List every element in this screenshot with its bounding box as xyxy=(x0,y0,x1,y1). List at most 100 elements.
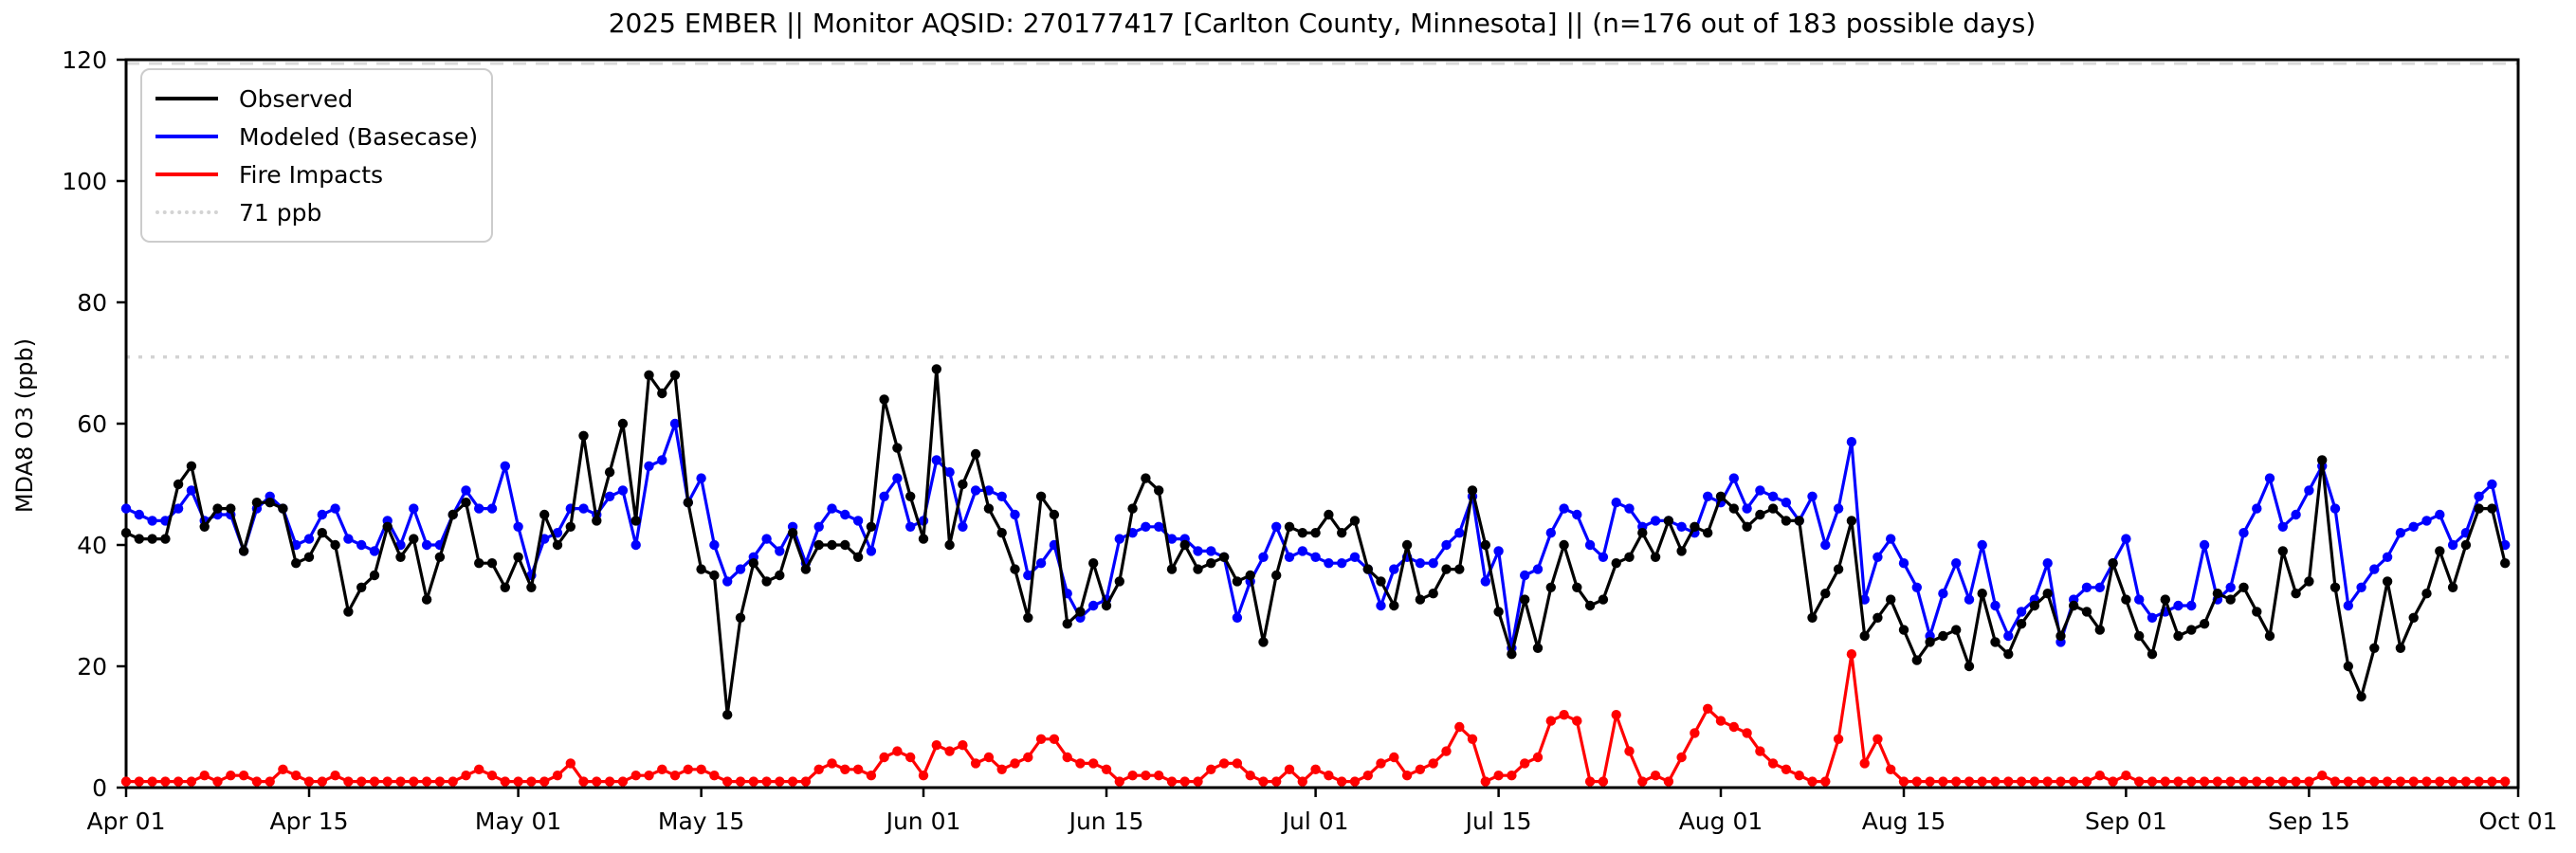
series-point-modeled-basecase- xyxy=(2238,528,2249,538)
series-point-modeled-basecase- xyxy=(892,473,903,483)
series-point-observed xyxy=(2395,643,2406,653)
series-point-observed xyxy=(1023,612,1033,623)
legend-item: Modeled (Basecase) xyxy=(155,118,478,155)
series-point-fire-impacts xyxy=(486,771,498,781)
series-point-fire-impacts xyxy=(1245,771,1255,781)
series-point-fire-impacts xyxy=(2108,776,2118,787)
series-point-fire-impacts xyxy=(1690,728,1700,738)
series-point-fire-impacts xyxy=(1820,776,1831,787)
series-point-observed xyxy=(1232,576,1243,587)
series-point-fire-impacts xyxy=(395,776,406,787)
series-point-modeled-basecase- xyxy=(1441,539,1452,551)
x-tick-label: Jul 01 xyxy=(1281,808,1349,835)
series-point-observed xyxy=(2199,619,2210,629)
series-point-fire-impacts xyxy=(630,771,641,781)
series-point-modeled-basecase- xyxy=(2395,528,2406,538)
series-point-fire-impacts xyxy=(996,764,1007,774)
series-point-observed xyxy=(199,521,210,532)
series-point-modeled-basecase- xyxy=(421,539,432,551)
series-point-fire-impacts xyxy=(303,776,315,787)
series-point-fire-impacts xyxy=(1624,746,1635,756)
series-point-fire-impacts xyxy=(2147,776,2158,787)
x-tick-label: Apr 15 xyxy=(270,808,349,835)
series-point-modeled-basecase- xyxy=(356,539,367,551)
series-point-fire-impacts xyxy=(1584,776,1596,787)
series-point-observed xyxy=(317,528,327,538)
series-point-modeled-basecase- xyxy=(905,521,916,532)
series-point-fire-impacts xyxy=(931,740,941,751)
series-point-observed xyxy=(1637,528,1648,538)
series-point-observed xyxy=(1010,564,1020,574)
series-point-fire-impacts xyxy=(787,776,798,787)
series-point-modeled-basecase- xyxy=(1559,503,1569,514)
series-point-fire-impacts xyxy=(1454,721,1465,733)
series-point-modeled-basecase- xyxy=(1584,539,1596,551)
series-point-modeled-basecase- xyxy=(1703,491,1713,501)
series-point-observed xyxy=(1859,630,1870,642)
series-point-fire-impacts xyxy=(2435,776,2445,787)
series-point-fire-impacts xyxy=(840,764,850,774)
series-point-modeled-basecase- xyxy=(2003,630,2014,642)
series-point-modeled-basecase- xyxy=(735,564,746,574)
series-point-observed xyxy=(2421,589,2432,599)
series-point-fire-impacts xyxy=(2264,776,2275,787)
series-point-fire-impacts xyxy=(1781,764,1792,774)
series-point-modeled-basecase- xyxy=(2173,600,2183,611)
series-point-observed xyxy=(369,570,380,581)
series-point-fire-impacts xyxy=(212,776,223,787)
series-point-fire-impacts xyxy=(1650,771,1661,781)
series-point-observed xyxy=(278,503,288,514)
series-point-modeled-basecase- xyxy=(1545,528,1557,538)
series-point-modeled-basecase- xyxy=(1023,570,1033,581)
series-point-modeled-basecase- xyxy=(134,509,144,520)
series-point-modeled-basecase- xyxy=(813,521,824,532)
series-point-fire-impacts xyxy=(1337,776,1347,787)
series-point-fire-impacts xyxy=(2356,776,2366,787)
series-point-fire-impacts xyxy=(1898,776,1909,787)
series-point-fire-impacts xyxy=(2500,776,2511,787)
series-point-fire-impacts xyxy=(983,752,995,763)
series-point-fire-impacts xyxy=(2121,771,2131,781)
series-point-fire-impacts xyxy=(2173,776,2183,787)
series-point-fire-impacts xyxy=(330,771,340,781)
series-point-fire-impacts xyxy=(1938,776,1948,787)
series-point-observed xyxy=(1703,528,1713,538)
series-point-observed xyxy=(539,509,550,520)
series-point-observed xyxy=(2029,600,2040,611)
series-point-observed xyxy=(251,498,263,508)
series-point-fire-impacts xyxy=(1846,649,1857,660)
series-point-fire-impacts xyxy=(369,776,380,787)
series-point-observed xyxy=(657,388,667,399)
series-point-fire-impacts xyxy=(461,771,471,781)
series-point-observed xyxy=(696,564,706,574)
series-point-fire-impacts xyxy=(1415,764,1426,774)
series-point-observed xyxy=(1206,558,1216,569)
series-point-fire-impacts xyxy=(1520,758,1530,769)
series-point-modeled-basecase- xyxy=(1781,498,1792,508)
series-point-fire-impacts xyxy=(1755,746,1765,756)
series-point-observed xyxy=(382,521,393,532)
series-point-fire-impacts xyxy=(1179,776,1190,787)
series-point-fire-impacts xyxy=(2304,776,2314,787)
series-point-fire-impacts xyxy=(800,776,812,787)
series-point-modeled-basecase- xyxy=(2016,607,2027,617)
series-point-observed xyxy=(513,552,523,562)
series-point-fire-impacts xyxy=(2134,776,2145,787)
series-point-fire-impacts xyxy=(775,776,785,787)
series-point-modeled-basecase- xyxy=(1310,552,1321,562)
series-point-observed xyxy=(1755,509,1765,520)
series-point-fire-impacts xyxy=(120,776,132,787)
series-point-observed xyxy=(840,539,850,551)
series-point-observed xyxy=(421,594,432,605)
y-tick-label: 100 xyxy=(62,168,107,195)
series-point-fire-impacts xyxy=(1767,758,1779,769)
series-point-observed xyxy=(226,503,236,514)
series-point-fire-impacts xyxy=(1062,752,1072,763)
series-point-observed xyxy=(578,430,589,441)
y-tick-label: 60 xyxy=(77,410,107,438)
series-point-modeled-basecase- xyxy=(2186,600,2197,611)
series-point-observed xyxy=(2277,546,2288,556)
series-point-modeled-basecase- xyxy=(761,534,772,544)
series-point-fire-impacts xyxy=(2069,776,2079,787)
series-point-observed xyxy=(1715,491,1726,501)
